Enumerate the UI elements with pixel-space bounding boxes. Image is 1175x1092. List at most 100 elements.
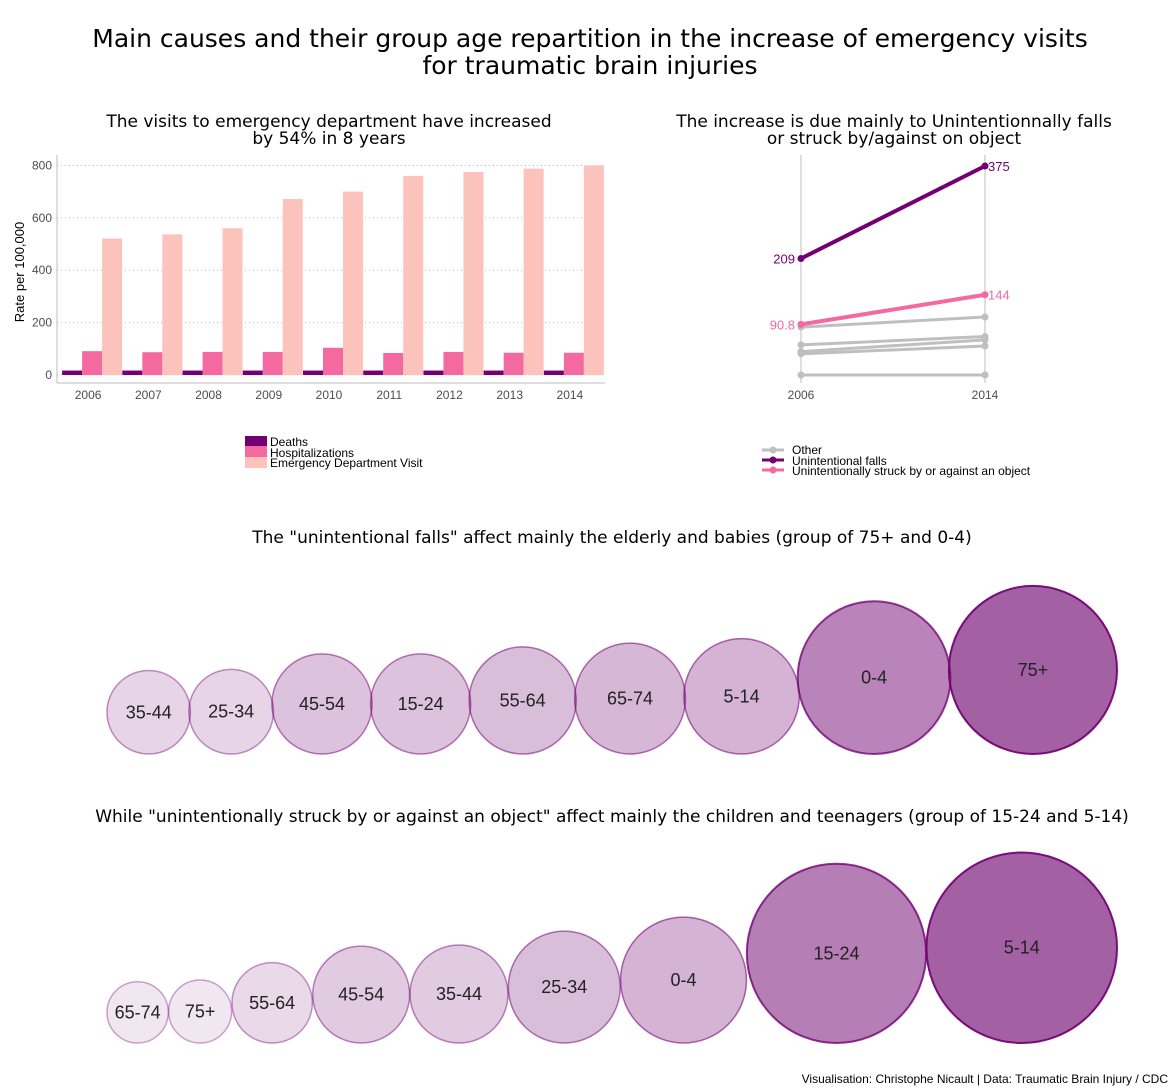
slope-point (981, 313, 989, 321)
slope-line (800, 335, 986, 347)
slope-point (797, 255, 805, 263)
bar-hospitalizations (563, 352, 584, 375)
bubble-label: 55-64 (500, 690, 546, 710)
bubble-label: 15-24 (398, 694, 444, 714)
bubble-label: 75+ (185, 1002, 216, 1022)
bubble-label: 45-54 (299, 694, 345, 714)
bubble (619, 916, 748, 1044)
bar-deaths (423, 370, 444, 375)
bar-xtick-label: 2013 (496, 388, 523, 402)
bar-deaths (242, 370, 263, 375)
bar-chart-legend: Deaths Hospitalizations Emergency Depart… (245, 435, 423, 470)
bar-chart-title-line2: by 54% in 8 years (252, 129, 405, 149)
slope-line (800, 315, 986, 329)
bar-hospitalizations (202, 351, 223, 375)
legend-label-deaths: Deaths (270, 435, 308, 449)
bar-ed (463, 172, 484, 375)
falls-bubble-chart: 35-44 25-34 45-54 15-24 55-64 65-74 5-14 0-4 75+ (106, 584, 1118, 756)
slope-point (981, 333, 989, 341)
slope-line (800, 292, 986, 327)
bubble-label: 5-14 (724, 686, 760, 706)
bar-deaths (182, 370, 203, 375)
bar-xtick-label: 2008 (195, 388, 222, 402)
caption: Visualisation: Christophe Nicault | Data… (802, 1072, 1169, 1086)
bar-chart-title-line1: The visits to emergency department have … (105, 112, 551, 132)
bar-ed (162, 234, 183, 375)
slope-value-label: 144 (988, 288, 1010, 303)
bar-xtick-label: 2009 (255, 388, 282, 402)
bubble-label: 5-14 (1004, 938, 1040, 958)
bar-deaths (122, 370, 143, 375)
slope-value-label: 90.8 (770, 317, 795, 332)
bar-chart: 0 200 400 600 800 2006 2007 2008 2009 2010 2011 201… (32, 155, 605, 402)
legend-label-falls: Unintentional falls (792, 454, 887, 468)
slope-point (797, 371, 805, 379)
bar-hospitalizations (142, 352, 163, 375)
slope-xtick-label: 2014 (972, 388, 999, 402)
bar-hospitalizations (383, 353, 404, 375)
bar-xtick-label: 2006 (75, 388, 102, 402)
slope-line (800, 338, 986, 354)
bubble (311, 945, 411, 1044)
legend-label-struck: Unintentionally struck by or against an … (792, 464, 1031, 478)
slope-point (981, 291, 989, 299)
slope-chart-title-line1: The increase is due mainly to Unintentio… (675, 112, 1112, 132)
legend-point-other (769, 446, 777, 454)
legend-point-struck (769, 466, 777, 474)
bar-ytick-label: 200 (32, 316, 52, 330)
bubble-label: 35-44 (436, 984, 482, 1004)
bubble (947, 584, 1118, 755)
bar-hospitalizations (262, 351, 283, 375)
bar-deaths (303, 370, 323, 375)
legend-label-other: Other (792, 443, 822, 457)
bar-xtick-label: 2014 (557, 388, 584, 402)
bar-ytick-label: 400 (32, 263, 52, 277)
bubble (231, 961, 314, 1044)
bar-ytick-label: 0 (45, 368, 52, 382)
legend-point-falls (769, 456, 777, 464)
bar-ytick-label: 800 (32, 158, 52, 172)
struck-bubble-chart: 65-74 75+ 55-64 45-54 35-44 25-34 0-4 15-24 5-14 (106, 851, 1119, 1045)
bar-deaths (543, 370, 564, 375)
bubble (468, 646, 577, 755)
slope-chart: 2006 2014 209 375 90.8 144 (770, 155, 1010, 402)
bar-hospitalizations (503, 352, 524, 375)
bar-xtick-label: 2010 (316, 388, 343, 402)
bar-ed (222, 228, 243, 375)
bubble-label: 45-54 (338, 985, 384, 1005)
falls-bubble-title: The "unintentional falls" affect mainly … (251, 528, 972, 548)
slope-line (800, 344, 986, 356)
bubble-label: 0-4 (671, 970, 697, 990)
bubble (369, 653, 472, 755)
slope-value-label: 375 (988, 159, 1010, 174)
slope-point (981, 342, 989, 350)
bar-ed (403, 175, 424, 375)
slope-xtick-label: 2006 (788, 388, 815, 402)
bar-hospitalizations (443, 351, 464, 375)
slope-chart-title-line2: or struck by/against on object (767, 129, 1022, 149)
bar-xtick-label: 2011 (376, 388, 402, 402)
bar-ed (523, 168, 544, 375)
slope-point (797, 341, 805, 349)
bubble-label: 0-4 (861, 668, 887, 688)
bar-xtick-label: 2012 (436, 388, 463, 402)
slope-point (981, 371, 989, 379)
main-title-line1: Main causes and their group age repartit… (92, 24, 1087, 53)
bar-deaths (483, 370, 504, 375)
bubble-label: 25-34 (541, 977, 587, 997)
bubble-label: 35-44 (126, 702, 172, 722)
bubble-label: 75+ (1018, 660, 1049, 680)
bubble-label: 65-74 (607, 689, 653, 709)
bar-hospitalizations (82, 351, 103, 375)
bubble (925, 851, 1119, 1045)
main-title-line2: for traumatic brain injuries (422, 51, 757, 80)
legend-swatch-deaths (245, 436, 267, 446)
bar-xtick-label: 2007 (135, 388, 162, 402)
bubble (573, 642, 687, 755)
bar-deaths (62, 370, 83, 375)
bubble (106, 980, 170, 1044)
struck-bubble-title: While "unintentionally struck by or agai… (95, 807, 1129, 827)
slope-point (797, 348, 805, 356)
bar-chart-ylabel: Rate per 100,000 (12, 222, 27, 322)
